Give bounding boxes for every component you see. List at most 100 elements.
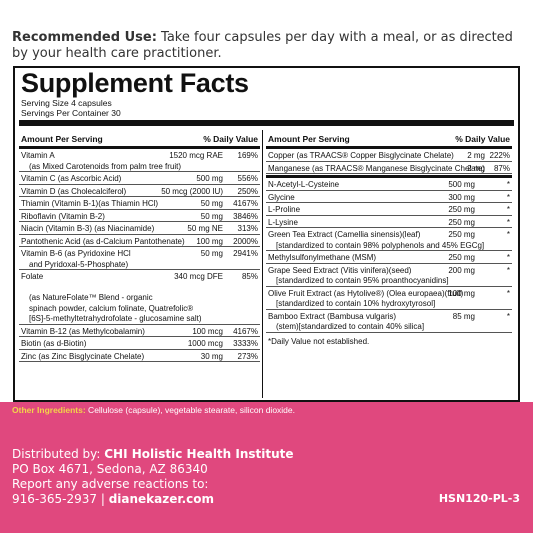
right-row: Green Tea Extract (Camellia sinensis)(le… [266,228,512,251]
other-ingredients-label: Other Ingredients: [12,405,86,415]
nutrient-daily-value: 3333% [233,339,258,348]
nutrient-daily-value: * [506,265,510,275]
nutrient-daily-value: * [506,230,510,239]
supplement-facts-title: Supplement Facts [21,68,249,98]
serving-size: Serving Size 4 capsules [21,98,112,108]
right-header-dv: % Daily Value [455,134,510,144]
nutrient-name: N-Acetyl-L-Cysteine [268,180,340,189]
nutrient-amount: 50 mg NE [187,224,223,233]
nutrient-daily-value: * [506,253,510,262]
nutrient-detail: spinach powder, calcium folinate, Quatre… [29,303,194,313]
other-ingredients-text: Cellulose (capsule), vegetable stearate,… [85,405,295,415]
right-section-rule [266,175,512,178]
left-row: Riboflavin (Vitamin B-2) 50 mg 3846% [19,210,260,222]
distributor-separator: | [97,492,109,506]
nutrient-name: Vitamin B-6 (as Pyridoxine HCl [21,249,131,258]
nutrient-daily-value: 556% [237,174,258,183]
nutrient-name: Riboflavin (Vitamin B-2) [21,211,105,221]
left-row: Vitamin C (as Ascorbic Acid) 500 mg 556% [19,172,260,185]
right-column: Amount Per Serving % Daily Value Copper … [266,130,512,347]
nutrient-name: Grape Seed Extract (Vitis vinifera)(seed… [268,265,412,275]
product-code: HSN120-PL-3 [438,492,520,505]
distributor-line: Distributed by: CHI Holistic Health Inst… [12,447,294,462]
distributor-address: PO Box 4671, Sedona, AZ 86340 [12,462,208,476]
nutrient-amount: 250 mg [448,253,475,262]
nutrient-detail: (as NatureFolate™ Blend - organic [29,293,153,302]
nutrient-daily-value: * [506,205,510,214]
nutrient-name: Niacin (Vitamin B-3) (as Niacinamide) [21,224,155,233]
left-column: Amount Per Serving % Daily Value Vitamin… [19,130,260,362]
footnote-row: *Daily Value not established. [266,333,512,347]
left-row: Folate 340 mcg DFE 85% (as NatureFolate™ Bl… [19,270,260,325]
nutrient-daily-value: 4167% [233,199,258,208]
nutrient-name: Copper (as TRAACS® Copper Bisglycinate C… [268,151,454,160]
nutrient-detail: [6S]-5-methyltetrahydrofolate - glucosam… [29,314,202,323]
nutrient-daily-value: 273% [237,351,258,361]
nutrient-detail: [standardized to contain 10% hydroxytyro… [276,299,436,308]
right-row: Bamboo Extract (Bambusa vulgaris) 85 mg * (… [266,310,512,333]
nutrient-name: Vitamin B-12 (as Methylcobalamin) [21,326,145,336]
nutrient-daily-value: 85% [241,272,258,281]
right-row: N-Acetyl-L-Cysteine 500 mg * [266,178,512,191]
nutrient-daily-value: * [506,288,510,298]
nutrient-amount: 50 mg [200,211,223,221]
nutrient-name: Folate [21,272,44,281]
nutrient-detail: (as Mixed Carotenoids from palm tree fru… [29,161,182,171]
nutrient-name: Bamboo Extract (Bambusa vulgaris) [268,311,397,321]
servings-per-container: Servings Per Container 30 [21,108,121,118]
left-row: Biotin (as d-Biotin) 1000 mcg 3333% [19,337,260,350]
right-row: Olive Fruit Extract (as Hytolive®) (Olea… [266,287,512,310]
nutrient-amount: 50 mg [200,249,223,258]
right-row: Grape Seed Extract (Vitis vinifera)(seed… [266,264,512,287]
distributor-phone: 916-365-2937 [12,492,98,506]
right-header-amount: Amount Per Serving [268,134,350,144]
nutrient-daily-value: 4167% [233,326,258,336]
nutrient-daily-value: 222% [489,151,510,160]
left-header: Amount Per Serving % Daily Value [19,130,260,145]
supplement-facts-panel: Supplement Facts Serving Size 4 capsules… [13,66,520,402]
nutrient-amount: 2 mg [467,151,485,160]
nutrient-detail: and Pyridoxal-5-Phosphate) [29,259,129,269]
nutrient-name: Pantothenic Acid (as d-Calcium Pantothen… [21,236,185,246]
nutrient-daily-value: * [506,180,510,189]
nutrient-name: Vitamin C (as Ascorbic Acid) [21,174,122,183]
right-header: Amount Per Serving % Daily Value [266,130,512,145]
distributor-contact: 916-365-2937 | dianekazer.com [12,492,294,507]
nutrient-daily-value: * [506,311,510,321]
nutrient-name: Thiamin (Vitamin B-1)(as Thiamin HCl) [21,199,159,208]
left-header-rule [19,146,260,149]
nutrient-amount: 30 mg [200,351,223,361]
nutrient-daily-value: 313% [237,224,258,233]
label-bottom-section: Other Ingredients: Cellulose (capsule), … [0,402,533,533]
right-row: Glycine 300 mg * [266,191,512,203]
nutrient-amount: 100 mcg [192,326,223,336]
left-row: Vitamin D (as Cholecalciferol) 50 mcg (20… [19,185,260,197]
nutrient-name: Zinc (as Zinc Bisglycinate Chelate) [21,351,145,361]
right-row: L-Proline 250 mg * [266,203,512,216]
nutrient-name: Manganese (as TRAACS® Manganese Bisglyci… [268,163,485,173]
recommended-use: Recommended Use: Take four capsules per … [12,30,522,62]
serving-info: Serving Size 4 capsules Servings Per Con… [21,98,121,118]
nutrient-amount: 340 mcg DFE [174,272,223,281]
left-row: Thiamin (Vitamin B-1)(as Thiamin HCl) 50 … [19,197,260,210]
nutrient-detail: [standardized to contain 98% polyphenols… [276,240,485,250]
nutrient-name: Glycine [268,192,295,202]
recommended-use-label: Recommended Use: [12,30,157,45]
nutrient-name: Olive Fruit Extract (as Hytolive®) (Olea… [268,288,464,298]
nutrient-name: Methylsulfonylmethane (MSM) [268,253,377,262]
nutrient-daily-value: 250% [237,186,258,196]
nutrient-daily-value: * [506,192,510,202]
nutrient-amount: 250 mg [448,205,475,214]
nutrient-detail: (stem)[standardized to contain 40% silic… [276,322,425,331]
nutrient-name: Biotin (as d-Biotin) [21,339,87,348]
nutrient-daily-value: 2000% [233,236,258,246]
nutrient-amount: 50 mg [200,199,223,208]
nutrient-name: Vitamin A [21,151,55,160]
distributor-info: Distributed by: CHI Holistic Health Inst… [12,447,294,507]
distributor-website: dianekazer.com [108,492,214,506]
nutrient-amount: 1520 mcg RAE [169,151,223,160]
nutrient-amount: 50 mcg (2000 IU) [161,186,223,196]
nutrient-name: L-Proline [268,205,301,214]
left-row: Vitamin B-6 (as Pyridoxine HCl 50 mg 2941%… [19,247,260,270]
left-row: Vitamin A 1520 mcg RAE 169% (as Mixed Carot… [19,149,260,172]
